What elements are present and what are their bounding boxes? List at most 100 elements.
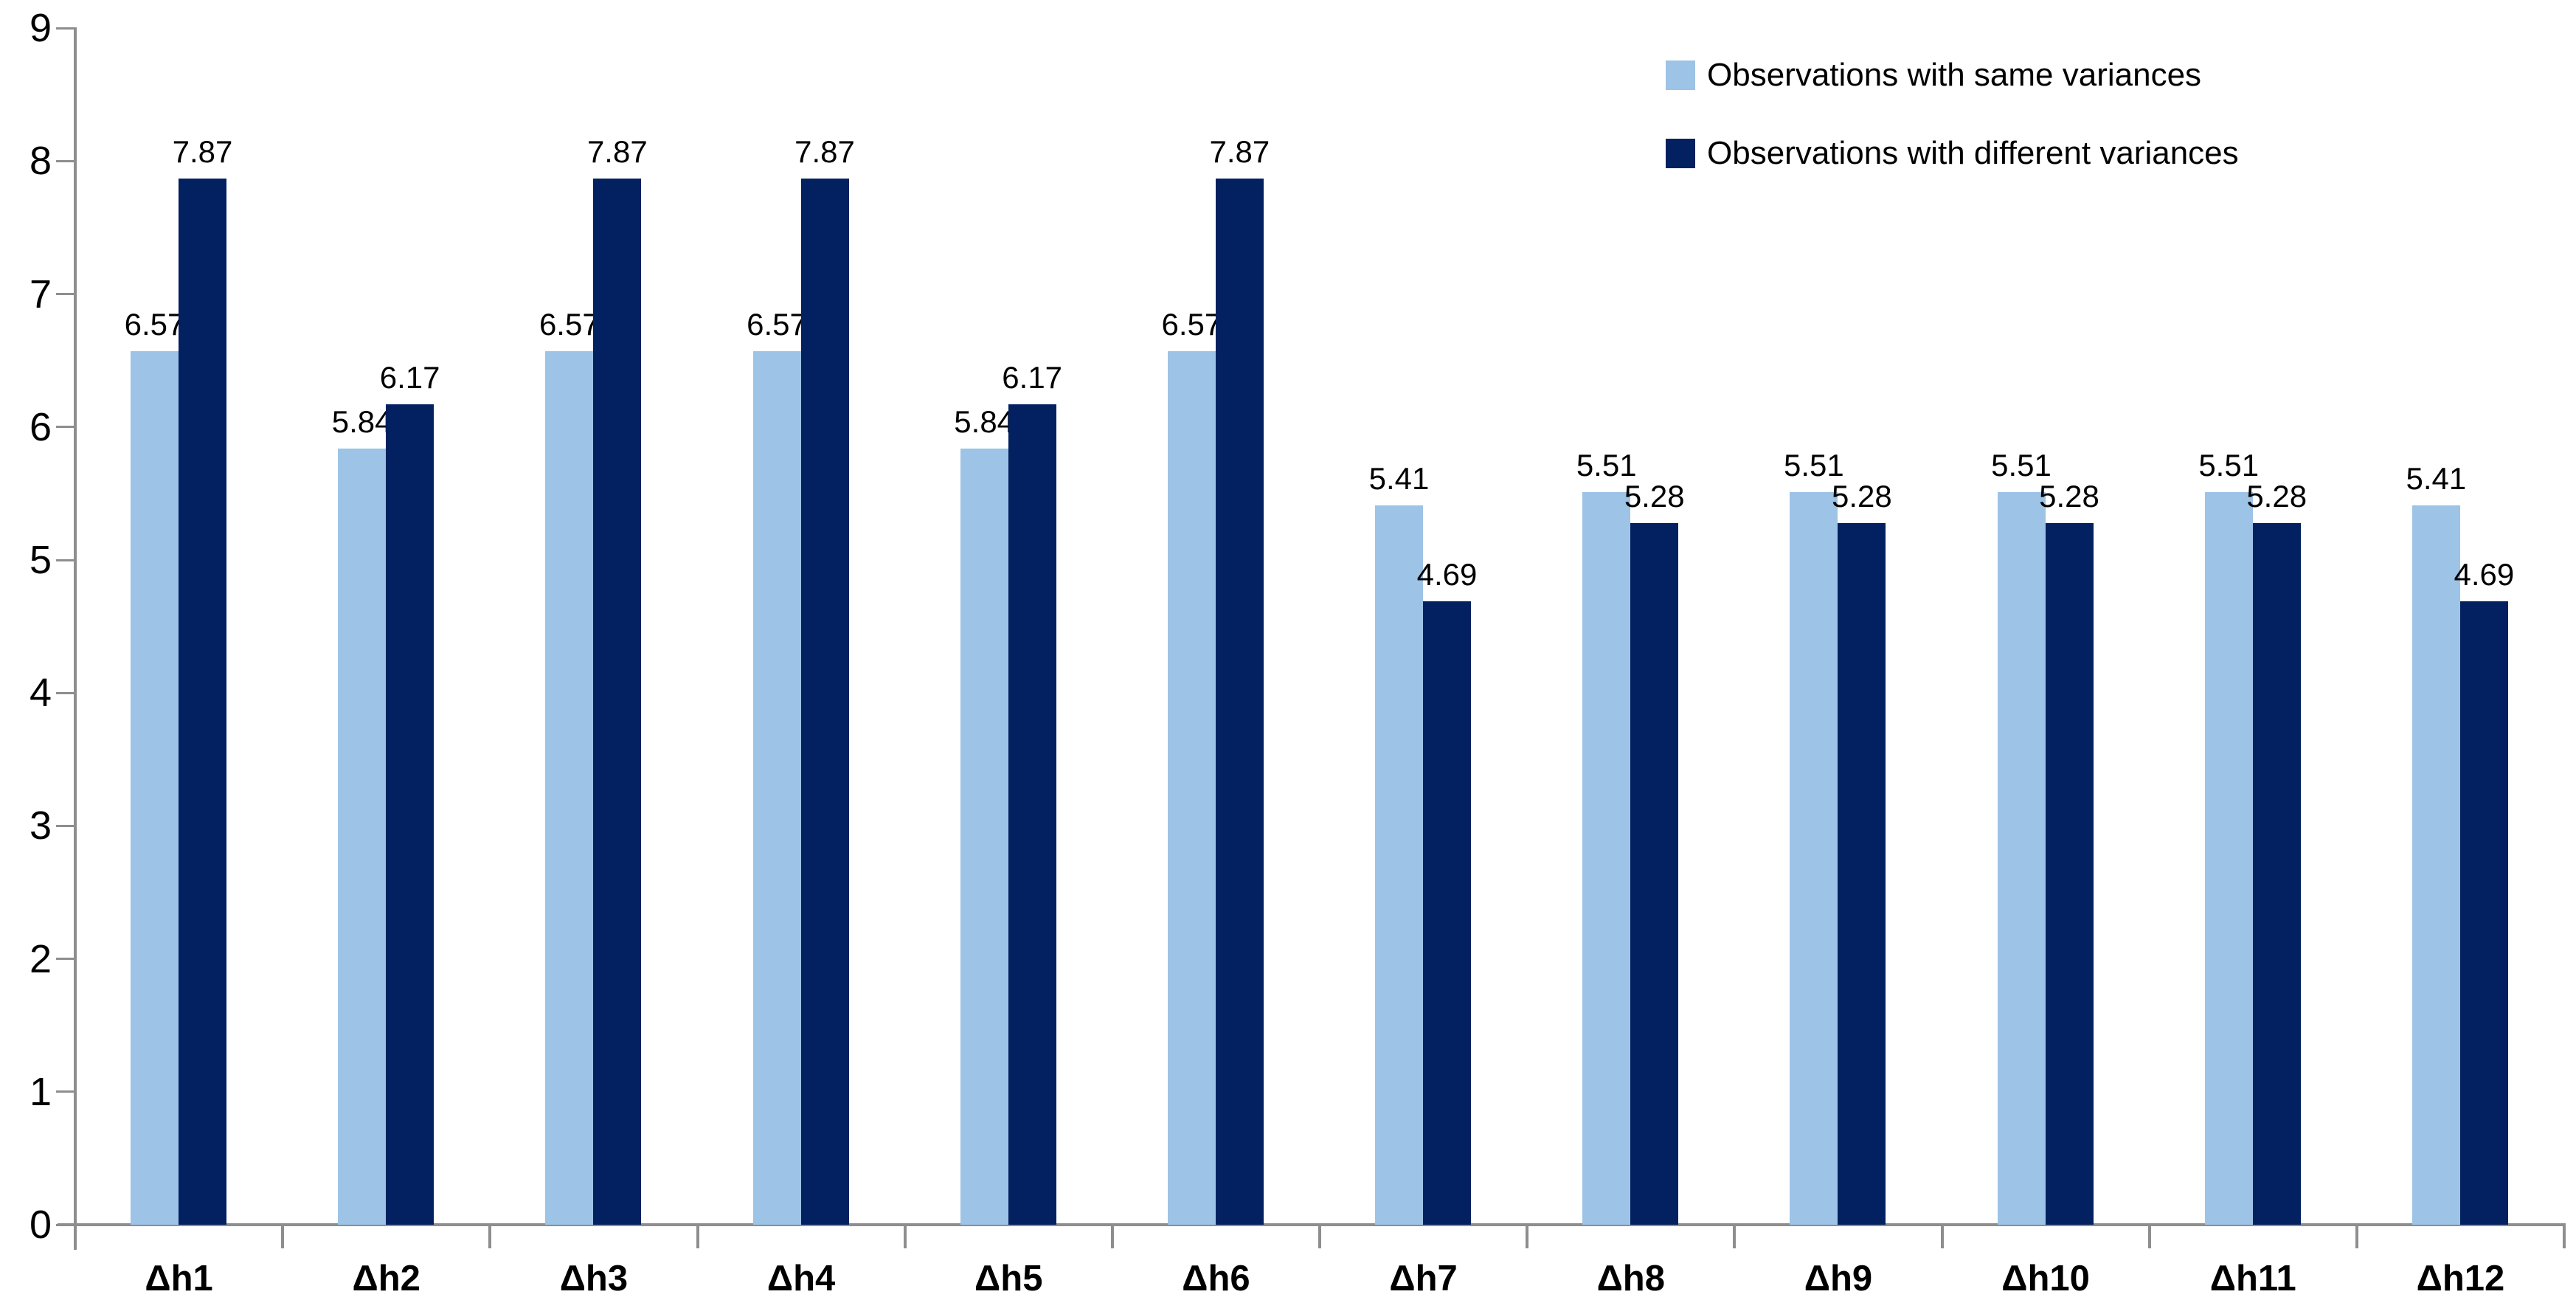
x-tick-mark (74, 1223, 77, 1248)
data-label: 6.57 (539, 307, 600, 342)
y-tick-mark (56, 559, 75, 561)
data-label: 4.69 (1416, 557, 1478, 592)
y-tick-mark (56, 293, 75, 296)
x-category-label: Δh3 (559, 1259, 629, 1299)
x-tick-mark (1940, 1223, 1944, 1248)
x-tick-mark (1318, 1223, 1322, 1248)
data-label: 4.69 (2454, 557, 2515, 592)
bar-Δh12-series-2 (2459, 601, 2508, 1225)
x-tick-mark (488, 1223, 492, 1248)
y-tick-mark (56, 426, 75, 429)
x-category-label: Δh12 (2416, 1259, 2505, 1299)
x-tick-mark (1733, 1223, 1737, 1248)
bar-Δh10-series-1 (1997, 492, 2046, 1225)
x-tick-mark (2147, 1223, 2151, 1248)
legend-item: Observations with same variances (1666, 57, 2202, 93)
bar-Δh6-series-2 (1215, 179, 1264, 1225)
y-tick-label: 1 (29, 1069, 52, 1114)
y-tick-label: 0 (29, 1203, 52, 1247)
bar-Δh7-series-2 (1423, 601, 1472, 1225)
data-label: 7.87 (1209, 134, 1270, 169)
y-tick-mark (56, 159, 75, 162)
x-tick-mark (2563, 1223, 2566, 1248)
bar-Δh1-series-1 (131, 351, 179, 1225)
data-label: 5.41 (2406, 461, 2467, 496)
y-tick-mark (56, 1223, 75, 1226)
data-label: 5.28 (2246, 479, 2307, 514)
bar-Δh5-series-2 (1008, 404, 1056, 1225)
legend-item: Observations with different variances (1666, 135, 2239, 171)
x-tick-mark (281, 1223, 285, 1248)
x-tick-mark (903, 1223, 907, 1248)
data-label: 7.87 (172, 134, 233, 169)
y-tick-label: 6 (29, 404, 52, 449)
x-category-label: Δh4 (766, 1259, 836, 1299)
y-axis-line (74, 27, 77, 1250)
data-label: 5.28 (2039, 479, 2099, 514)
data-label: 5.51 (2198, 448, 2260, 483)
y-tick-label: 4 (29, 671, 52, 716)
legend-marker-icon (1666, 60, 1695, 90)
x-tick-mark (2355, 1223, 2358, 1248)
y-tick-label: 3 (29, 803, 52, 848)
data-label: 6.17 (1002, 360, 1063, 395)
y-tick-mark (56, 1090, 75, 1093)
bar-Δh11-series-1 (2204, 492, 2253, 1225)
bar-Δh1-series-2 (179, 179, 226, 1225)
bar-Δh4-series-1 (752, 351, 801, 1225)
bar-Δh8-series-1 (1582, 492, 1631, 1225)
bar-Δh3-series-1 (545, 351, 594, 1225)
x-category-label: Δh10 (2001, 1259, 2090, 1299)
x-axis-line (58, 1223, 2565, 1226)
y-tick-mark (56, 27, 75, 30)
data-label: 6.57 (1161, 307, 1222, 342)
bar-Δh4-series-2 (800, 179, 849, 1225)
x-category-label: Δh8 (1596, 1259, 1665, 1299)
x-category-label: Δh7 (1389, 1259, 1458, 1299)
bar-Δh10-series-2 (2045, 523, 2094, 1225)
data-label: 5.51 (1576, 448, 1637, 483)
bar-Δh2-series-1 (338, 449, 387, 1225)
x-category-label: Δh5 (974, 1259, 1043, 1299)
data-label: 5.28 (1831, 479, 1892, 514)
x-category-label: Δh11 (2209, 1259, 2296, 1299)
data-label: 7.87 (794, 134, 855, 169)
bar-Δh8-series-2 (1630, 523, 1679, 1225)
data-label: 6.57 (747, 307, 807, 342)
x-category-label: Δh9 (1804, 1259, 1873, 1299)
data-label: 5.28 (1624, 479, 1685, 514)
bar-Δh7-series-1 (1375, 505, 1424, 1225)
legend-marker-icon (1666, 139, 1695, 168)
bar-Δh12-series-1 (2411, 505, 2460, 1225)
data-label: 7.87 (586, 134, 648, 169)
bar-Δh9-series-2 (1838, 523, 1886, 1225)
y-tick-label: 9 (29, 6, 52, 51)
bar-Δh9-series-1 (1790, 492, 1838, 1225)
bar-Δh2-series-2 (386, 404, 434, 1225)
x-tick-mark (696, 1223, 699, 1248)
data-label: 6.57 (124, 307, 185, 342)
y-tick-mark (56, 824, 75, 827)
data-label: 5.41 (1368, 461, 1430, 496)
y-tick-label: 5 (29, 538, 52, 582)
data-label: 5.84 (331, 404, 392, 439)
x-tick-mark (1526, 1223, 1529, 1248)
x-category-label: Δh1 (145, 1259, 213, 1299)
y-tick-label: 2 (29, 936, 52, 981)
y-tick-label: 8 (29, 139, 52, 184)
x-category-label: Δh6 (1182, 1259, 1250, 1299)
data-label: 5.84 (954, 404, 1015, 439)
bar-Δh5-series-1 (960, 449, 1008, 1225)
bar-Δh6-series-1 (1167, 351, 1216, 1225)
y-tick-mark (56, 958, 75, 961)
data-label: 5.51 (1783, 448, 1844, 483)
legend-label: Observations with different variances (1707, 135, 2239, 171)
x-category-label: Δh2 (352, 1259, 420, 1299)
data-label: 6.17 (379, 360, 440, 395)
legend-label: Observations with same variances (1707, 57, 2202, 93)
bar-Δh3-series-2 (593, 179, 642, 1225)
y-tick-label: 7 (29, 272, 52, 317)
x-tick-mark (1110, 1223, 1114, 1248)
data-label: 5.51 (1991, 448, 2052, 483)
